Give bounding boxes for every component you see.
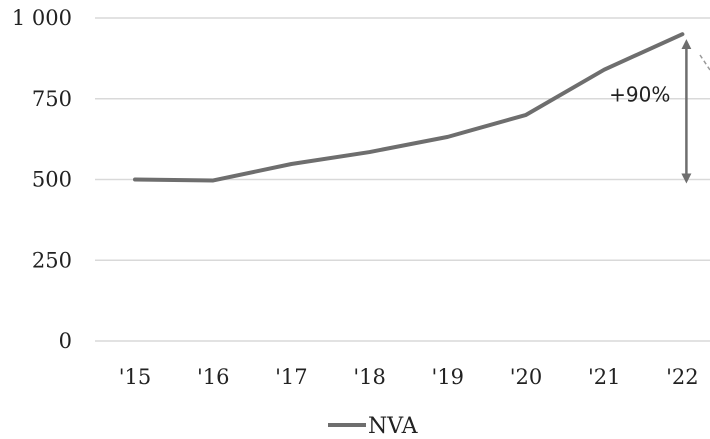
x-tick-label: '20: [510, 365, 543, 389]
x-tick-label: '15: [119, 365, 152, 389]
series-line: [133, 32, 685, 183]
x-tick-label: '18: [353, 365, 386, 389]
growth-label: +90%: [609, 82, 670, 106]
x-axis-ticks: '15 '16 '17 '18 '19 '20 '21 '22: [119, 365, 699, 389]
y-tick-label: 0: [59, 329, 72, 353]
legend: NVA: [328, 414, 419, 439]
y-tick-label: 250: [32, 248, 72, 272]
x-tick-label: '19: [432, 365, 465, 389]
y-tick-label: 750: [32, 87, 72, 111]
edge-connector-line: [699, 54, 710, 71]
x-tick-label: '21: [588, 365, 621, 389]
y-tick-label: 500: [32, 168, 72, 192]
growth-annotation: +90%: [609, 39, 710, 184]
y-axis-ticks: 0 250 500 750 1 000: [12, 6, 72, 353]
series-layer: [133, 32, 685, 183]
y-tick-label: 1 000: [12, 6, 72, 30]
x-tick-label: '16: [197, 365, 230, 389]
legend-label: NVA: [368, 414, 419, 439]
x-tick-label: '17: [275, 365, 308, 389]
x-tick-label: '22: [666, 365, 699, 389]
